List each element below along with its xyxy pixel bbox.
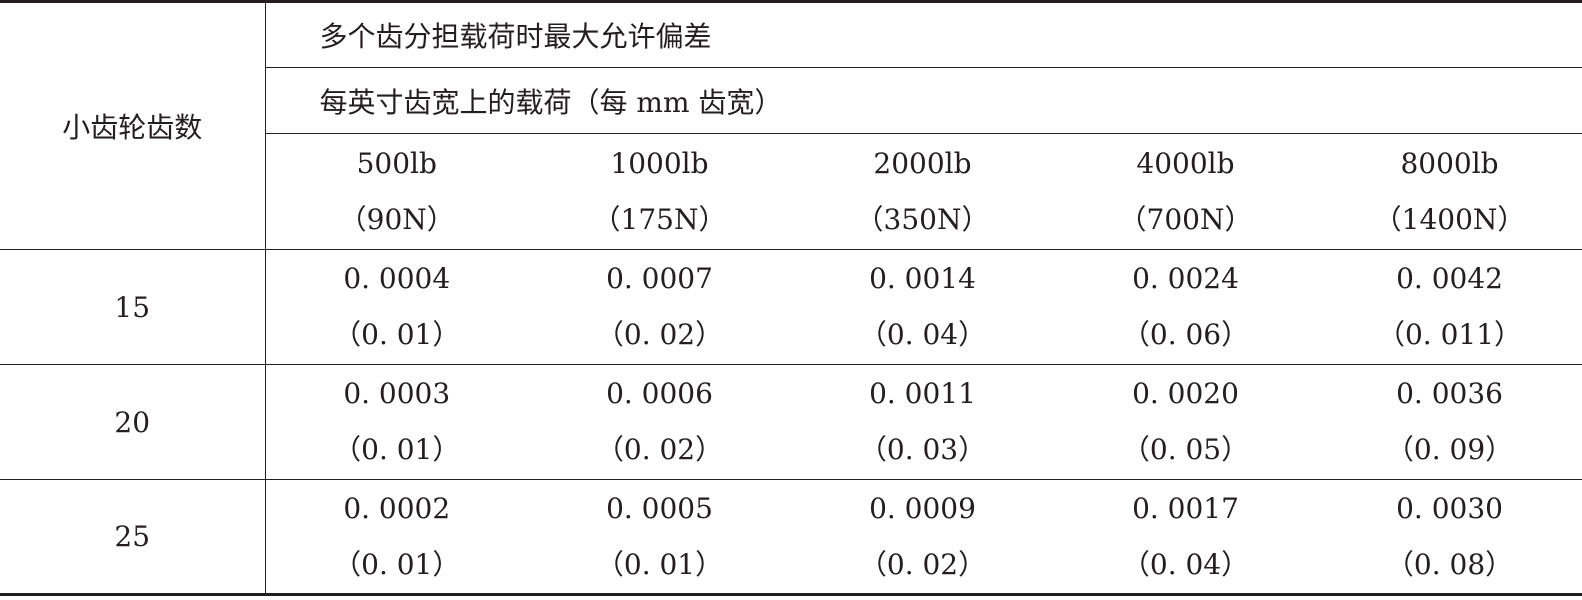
header-row-sub: 每英寸齿宽上的载荷（每 mm 齿宽） xyxy=(0,67,1582,134)
stub-header: 小齿轮齿数 xyxy=(0,0,266,250)
table-cell: 0. 0003 （0. 01） xyxy=(265,364,528,480)
cell-mm: （0. 08） xyxy=(1385,547,1514,581)
cell-mm: （0. 01） xyxy=(595,547,724,581)
table-cell: 0. 0030 （0. 08） xyxy=(1317,479,1582,596)
column-imperial: 2000lb xyxy=(873,146,972,180)
table-cell: 0. 0006 （0. 02） xyxy=(528,364,791,480)
cell-inch: 0. 0042 xyxy=(1396,262,1503,295)
table-cell: 0. 0005 （0. 01） xyxy=(528,479,791,596)
table-cell: 0. 0017 （0. 04） xyxy=(1054,479,1317,596)
table-row: 20 0. 0003 （0. 01） 0. 0006 （0. 02） 0. 0011… xyxy=(0,364,1582,480)
cell-mm: （0. 06） xyxy=(1121,318,1250,351)
cell-inch: 0. 0006 xyxy=(606,377,713,410)
cell-mm: （0. 02） xyxy=(595,318,724,351)
column-header: 4000lb （700N） xyxy=(1054,133,1317,250)
column-imperial: 4000lb xyxy=(1136,146,1235,180)
table-cell: 0. 0011 （0. 03） xyxy=(791,364,1054,480)
cell-inch: 0. 0004 xyxy=(343,262,451,295)
table-cell: 0. 0014 （0. 04） xyxy=(791,249,1054,365)
table-row: 15 0. 0004 （0. 01） 0. 0007 （0. 02） 0. 0014… xyxy=(0,249,1582,365)
sub-header: 每英寸齿宽上的载荷（每 mm 齿宽） xyxy=(265,67,1582,134)
cell-inch: 0. 0030 xyxy=(1396,491,1503,525)
table-cell: 0. 0007 （0. 02） xyxy=(528,249,791,365)
cell-mm: （0. 01） xyxy=(333,318,461,351)
table-cell: 0. 0024 （0. 06） xyxy=(1054,249,1317,365)
cell-mm: （0. 03） xyxy=(858,433,987,466)
column-header: 8000lb （1400N） xyxy=(1317,133,1582,250)
cell-mm: （0. 09） xyxy=(1385,433,1514,466)
cell-inch: 0. 0024 xyxy=(1132,262,1239,295)
cell-mm: （0. 04） xyxy=(858,318,987,351)
cell-inch: 0. 0014 xyxy=(869,262,976,295)
cell-inch: 0. 0005 xyxy=(606,491,713,525)
column-header: 500lb （90N） xyxy=(265,133,528,250)
column-header: 2000lb （350N） xyxy=(791,133,1054,250)
column-metric: （1400N） xyxy=(1373,202,1526,236)
column-metric: （175N） xyxy=(592,202,727,236)
cell-inch: 0. 0017 xyxy=(1132,491,1239,525)
header-row-columns: 500lb （90N） 1000lb （175N） 2000lb （350N） 400… xyxy=(0,133,1582,250)
cell-inch: 0. 0002 xyxy=(343,491,451,525)
table-cell: 0. 0002 （0. 01） xyxy=(265,479,528,596)
cell-mm: （0. 02） xyxy=(858,547,987,581)
column-metric: （700N） xyxy=(1118,202,1253,236)
header-row-group: 小齿轮齿数 多个齿分担载荷时最大允许偏差 xyxy=(0,0,1582,250)
cell-mm: （0. 04） xyxy=(1121,547,1250,581)
cell-mm: （0. 01） xyxy=(333,433,461,466)
cell-inch: 0. 0036 xyxy=(1396,377,1503,410)
cell-mm: （0. 05） xyxy=(1121,433,1250,466)
column-metric: （90N） xyxy=(338,202,455,236)
cell-inch: 0. 0003 xyxy=(343,377,451,410)
row-teeth: 15 xyxy=(0,249,266,365)
row-teeth: 25 xyxy=(0,479,266,596)
column-imperial: 8000lb xyxy=(1400,146,1499,180)
cell-inch: 0. 0007 xyxy=(606,262,713,295)
column-imperial: 1000lb xyxy=(610,146,709,180)
cell-mm: （0. 02） xyxy=(595,433,724,466)
cell-inch: 0. 0009 xyxy=(869,491,976,525)
cell-inch: 0. 0011 xyxy=(869,377,976,410)
table-row: 25 0. 0002 （0. 01） 0. 0005 （0. 01） 0. 0009… xyxy=(0,479,1582,596)
table-cell: 0. 0009 （0. 02） xyxy=(791,479,1054,596)
cell-mm: （0. 01） xyxy=(333,547,461,581)
cell-inch: 0. 0020 xyxy=(1132,377,1239,410)
column-imperial: 500lb xyxy=(356,146,437,180)
table-cell: 0. 0036 （0. 09） xyxy=(1317,364,1582,480)
table-cell: 0. 0020 （0. 05） xyxy=(1054,364,1317,480)
group-header: 多个齿分担载荷时最大允许偏差 xyxy=(265,0,1582,68)
column-metric: （350N） xyxy=(855,202,990,236)
table-cell: 0. 0004 （0. 01） xyxy=(265,249,528,365)
column-header: 1000lb （175N） xyxy=(528,133,791,250)
cell-mm: （0. 011） xyxy=(1376,318,1523,351)
table-cell: 0. 0042 （0. 011） xyxy=(1317,249,1582,365)
row-teeth: 20 xyxy=(0,364,266,480)
